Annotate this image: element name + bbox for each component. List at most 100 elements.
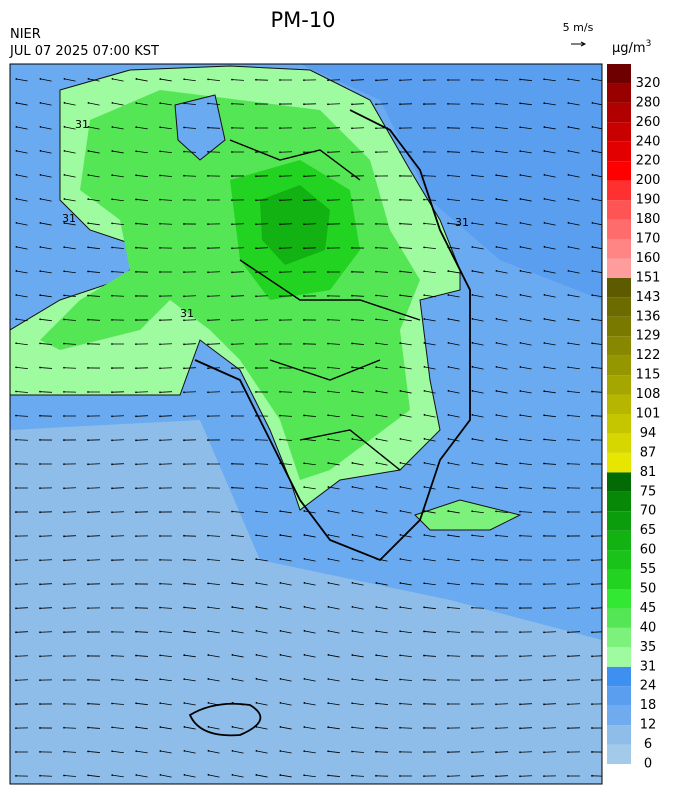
colorbar-label: 240: [636, 134, 661, 149]
wind-arrow-head: [183, 654, 185, 656]
wind-arrow-head: [135, 463, 137, 465]
wind-arrow-head: [231, 223, 233, 225]
wind-arrow-head: [40, 78, 42, 80]
wind-arrow-head: [375, 103, 377, 105]
wind-arrow-head: [279, 486, 281, 488]
colorbar-label: 170: [636, 232, 661, 247]
colorbar-box: [607, 608, 631, 627]
wind-arrow-head: [351, 630, 353, 632]
wind-arrow-head: [87, 463, 89, 465]
wind-arrow-head: [423, 534, 425, 536]
wind-arrow-head: [183, 511, 185, 513]
wind-arrow-head: [447, 582, 449, 584]
wind-arrow-head: [495, 103, 497, 105]
colorbar-box: [607, 375, 631, 394]
wind-arrow-head: [471, 510, 473, 512]
wind-arrow-head: [279, 151, 281, 153]
wind-arrow-head: [591, 367, 593, 369]
wind-arrow-head: [39, 463, 41, 465]
colorbar-label: 50: [640, 582, 657, 597]
wind-arrow-head: [63, 391, 65, 393]
wind-arrow-head: [111, 222, 113, 224]
wind-arrow-head: [87, 246, 89, 248]
wind-arrow-head: [112, 78, 114, 80]
wind-arrow-head: [183, 487, 185, 489]
wind-arrow-head: [256, 726, 258, 728]
wind-arrow-head: [375, 342, 377, 344]
wind-arrow-head: [351, 295, 353, 297]
wind-arrow-head: [279, 750, 281, 752]
wind-arrow-head: [375, 414, 377, 416]
wind-arrow-head: [327, 726, 329, 728]
wind-arrow-head: [351, 678, 353, 680]
wind-arrow-head: [567, 390, 569, 392]
colorbar-label: 6: [644, 737, 652, 752]
colorbar-box: [607, 511, 631, 530]
wind-arrow-head: [399, 390, 401, 392]
wind-arrow-head: [111, 415, 113, 417]
wind-arrow-head: [87, 487, 89, 489]
wind-arrow-head: [183, 247, 185, 249]
wind-arrow-head: [399, 103, 401, 105]
colorbar-label: 12: [640, 718, 657, 733]
wind-arrow-head: [567, 583, 569, 585]
wind-arrow-head: [495, 559, 497, 561]
wind-arrow-head: [279, 103, 281, 105]
wind-arrow-head: [376, 486, 378, 488]
wind-arrow-head: [159, 678, 161, 680]
wind-arrow-head: [567, 487, 569, 489]
wind-arrow: [64, 512, 76, 513]
wind-arrow-head: [208, 702, 210, 704]
wind-arrow-head: [543, 775, 545, 777]
colorbar-label: 60: [640, 543, 657, 558]
wind-arrow-head: [207, 343, 209, 345]
wind-arrow-head: [159, 295, 161, 297]
wind-arrow: [256, 224, 268, 225]
colorbar-box: [607, 278, 631, 297]
wind-arrow-head: [303, 702, 305, 704]
wind-arrow-head: [471, 703, 473, 705]
wind-arrow-head: [447, 655, 449, 657]
wind-arrow-head: [279, 774, 281, 776]
wind-arrow-head: [15, 439, 17, 441]
wind-arrow: [472, 104, 484, 105]
wind-arrow-head: [303, 79, 305, 81]
wind-arrow-head: [111, 511, 113, 513]
colorbar-box: [607, 122, 631, 141]
wind-arrow-head: [16, 126, 18, 128]
wind-arrow-head: [495, 486, 497, 488]
wind-arrow-head: [231, 199, 233, 201]
wind-arrow-head: [351, 366, 353, 368]
wind-arrow-head: [135, 487, 137, 489]
wind-arrow-head: [543, 703, 545, 705]
wind-arrow-head: [519, 150, 521, 152]
wind-arrow-head: [207, 391, 209, 393]
wind-arrow-head: [543, 126, 545, 128]
wind-arrow-head: [160, 774, 162, 776]
wind-arrow-head: [423, 558, 425, 560]
colorbar-label: 35: [640, 640, 657, 655]
wind-arrow-head: [591, 391, 593, 393]
wind-arrow-head: [399, 79, 401, 81]
wind-arrow-head: [375, 606, 377, 608]
wind-arrow-head: [183, 127, 185, 129]
wind-arrow-head: [351, 654, 353, 656]
wind-arrow-head: [279, 295, 281, 297]
wind-arrow-head: [15, 342, 17, 344]
wind-arrow-head: [424, 438, 426, 440]
wind-arrow-head: [63, 607, 65, 609]
wind-arrow-head: [520, 222, 522, 224]
wind-arrow-head: [519, 703, 521, 705]
colorbar-label: 280: [636, 95, 661, 110]
wind-arrow-head: [280, 630, 282, 632]
wind-arrow-head: [591, 775, 593, 777]
wind-arrow-head: [519, 102, 521, 104]
wind-arrow-head: [255, 487, 257, 489]
wind-arrow-head: [207, 79, 209, 81]
wind-arrow-head: [519, 727, 521, 729]
wind-arrow-head: [39, 343, 41, 345]
wind-arrow-head: [159, 319, 161, 321]
wind-arrow-head: [471, 270, 473, 272]
wind-arrow-head: [63, 511, 65, 513]
wind-arrow-head: [63, 679, 65, 681]
